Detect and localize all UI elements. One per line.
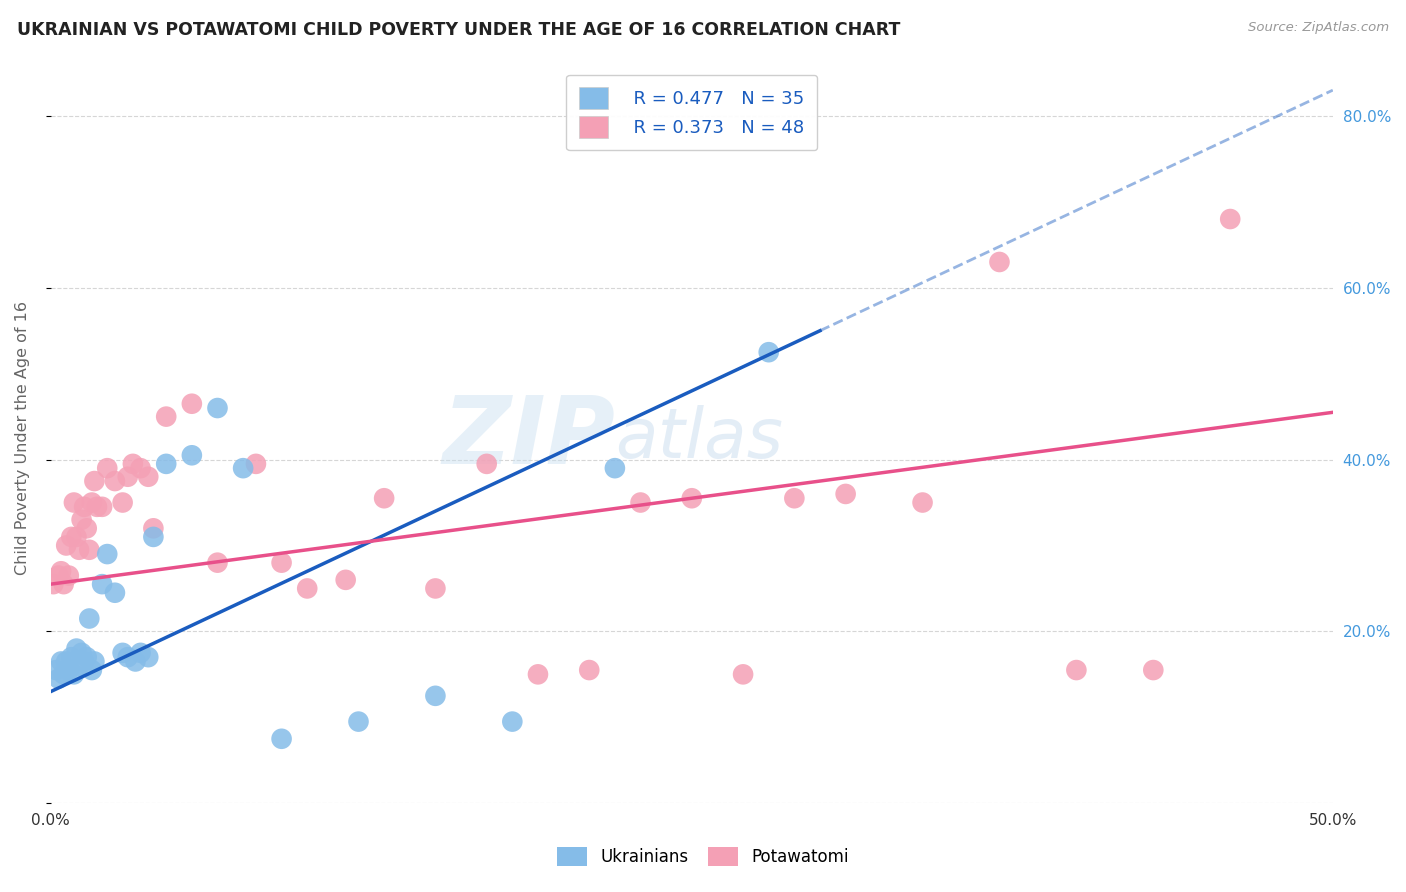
Point: [834, 487, 856, 501]
Point: [60, 650, 83, 665]
Point: [630, 495, 652, 509]
Point: [335, 573, 357, 587]
Point: [180, 448, 202, 462]
Point: [117, 469, 139, 483]
Point: [91, 500, 114, 514]
Point: [142, 530, 165, 544]
Point: [111, 646, 134, 660]
Text: ZIP: ZIP: [441, 392, 614, 484]
Point: [49, 655, 72, 669]
Text: UKRAINIAN VS POTAWATOMI CHILD POVERTY UNDER THE AGE OF 16 CORRELATION CHART: UKRAINIAN VS POTAWATOMI CHILD POVERTY UN…: [17, 21, 900, 39]
Point: [45, 663, 67, 677]
Point: [67, 658, 90, 673]
Point: [501, 714, 523, 729]
Point: [73, 500, 96, 514]
Point: [104, 474, 127, 488]
Point: [52, 577, 75, 591]
Point: [232, 461, 254, 475]
Point: [527, 667, 550, 681]
Y-axis label: Child Poverty Under the Age of 16: Child Poverty Under the Age of 16: [15, 301, 30, 575]
Point: [96, 547, 118, 561]
Point: [111, 495, 134, 509]
Point: [80, 495, 103, 509]
Point: [207, 556, 229, 570]
Point: [52, 667, 75, 681]
Point: [65, 641, 87, 656]
Point: [76, 521, 98, 535]
Point: [48, 672, 70, 686]
Point: [122, 457, 145, 471]
Point: [347, 714, 370, 729]
Point: [142, 521, 165, 535]
Point: [55, 655, 77, 669]
Legend: Ukrainians, Potawatomi: Ukrainians, Potawatomi: [550, 840, 856, 873]
Point: [76, 650, 98, 665]
Point: [80, 663, 103, 677]
Point: [373, 491, 395, 506]
Point: [63, 495, 86, 509]
Point: [73, 655, 96, 669]
Point: [83, 474, 105, 488]
Point: [49, 564, 72, 578]
Legend:   R = 0.477   N = 35,   R = 0.373   N = 48: R = 0.477 N = 35, R = 0.373 N = 48: [567, 75, 817, 151]
Point: [55, 539, 77, 553]
Point: [1219, 212, 1241, 227]
Point: [1142, 663, 1164, 677]
Point: [60, 530, 83, 544]
Point: [475, 457, 498, 471]
Text: atlas: atlas: [614, 405, 783, 472]
Point: [129, 461, 152, 475]
Point: [79, 611, 101, 625]
Point: [270, 556, 292, 570]
Point: [578, 663, 600, 677]
Point: [270, 731, 292, 746]
Point: [96, 461, 118, 475]
Point: [911, 495, 934, 509]
Point: [91, 577, 114, 591]
Point: [180, 397, 202, 411]
Point: [70, 513, 93, 527]
Point: [136, 650, 159, 665]
Point: [155, 457, 177, 471]
Point: [603, 461, 626, 475]
Point: [117, 650, 139, 665]
Point: [425, 582, 447, 596]
Point: [1066, 663, 1088, 677]
Point: [65, 530, 87, 544]
Point: [86, 500, 108, 514]
Point: [48, 568, 70, 582]
Point: [83, 655, 105, 669]
Point: [42, 577, 65, 591]
Point: [297, 582, 319, 596]
Point: [70, 646, 93, 660]
Point: [207, 401, 229, 415]
Point: [58, 568, 80, 582]
Point: [136, 469, 159, 483]
Point: [129, 646, 152, 660]
Point: [63, 667, 86, 681]
Point: [783, 491, 806, 506]
Point: [758, 345, 780, 359]
Point: [58, 663, 80, 677]
Point: [67, 542, 90, 557]
Text: Source: ZipAtlas.com: Source: ZipAtlas.com: [1249, 21, 1389, 35]
Point: [245, 457, 267, 471]
Point: [425, 689, 447, 703]
Point: [124, 655, 146, 669]
Point: [681, 491, 703, 506]
Point: [155, 409, 177, 424]
Point: [104, 586, 127, 600]
Point: [988, 255, 1011, 269]
Point: [733, 667, 755, 681]
Point: [79, 542, 101, 557]
